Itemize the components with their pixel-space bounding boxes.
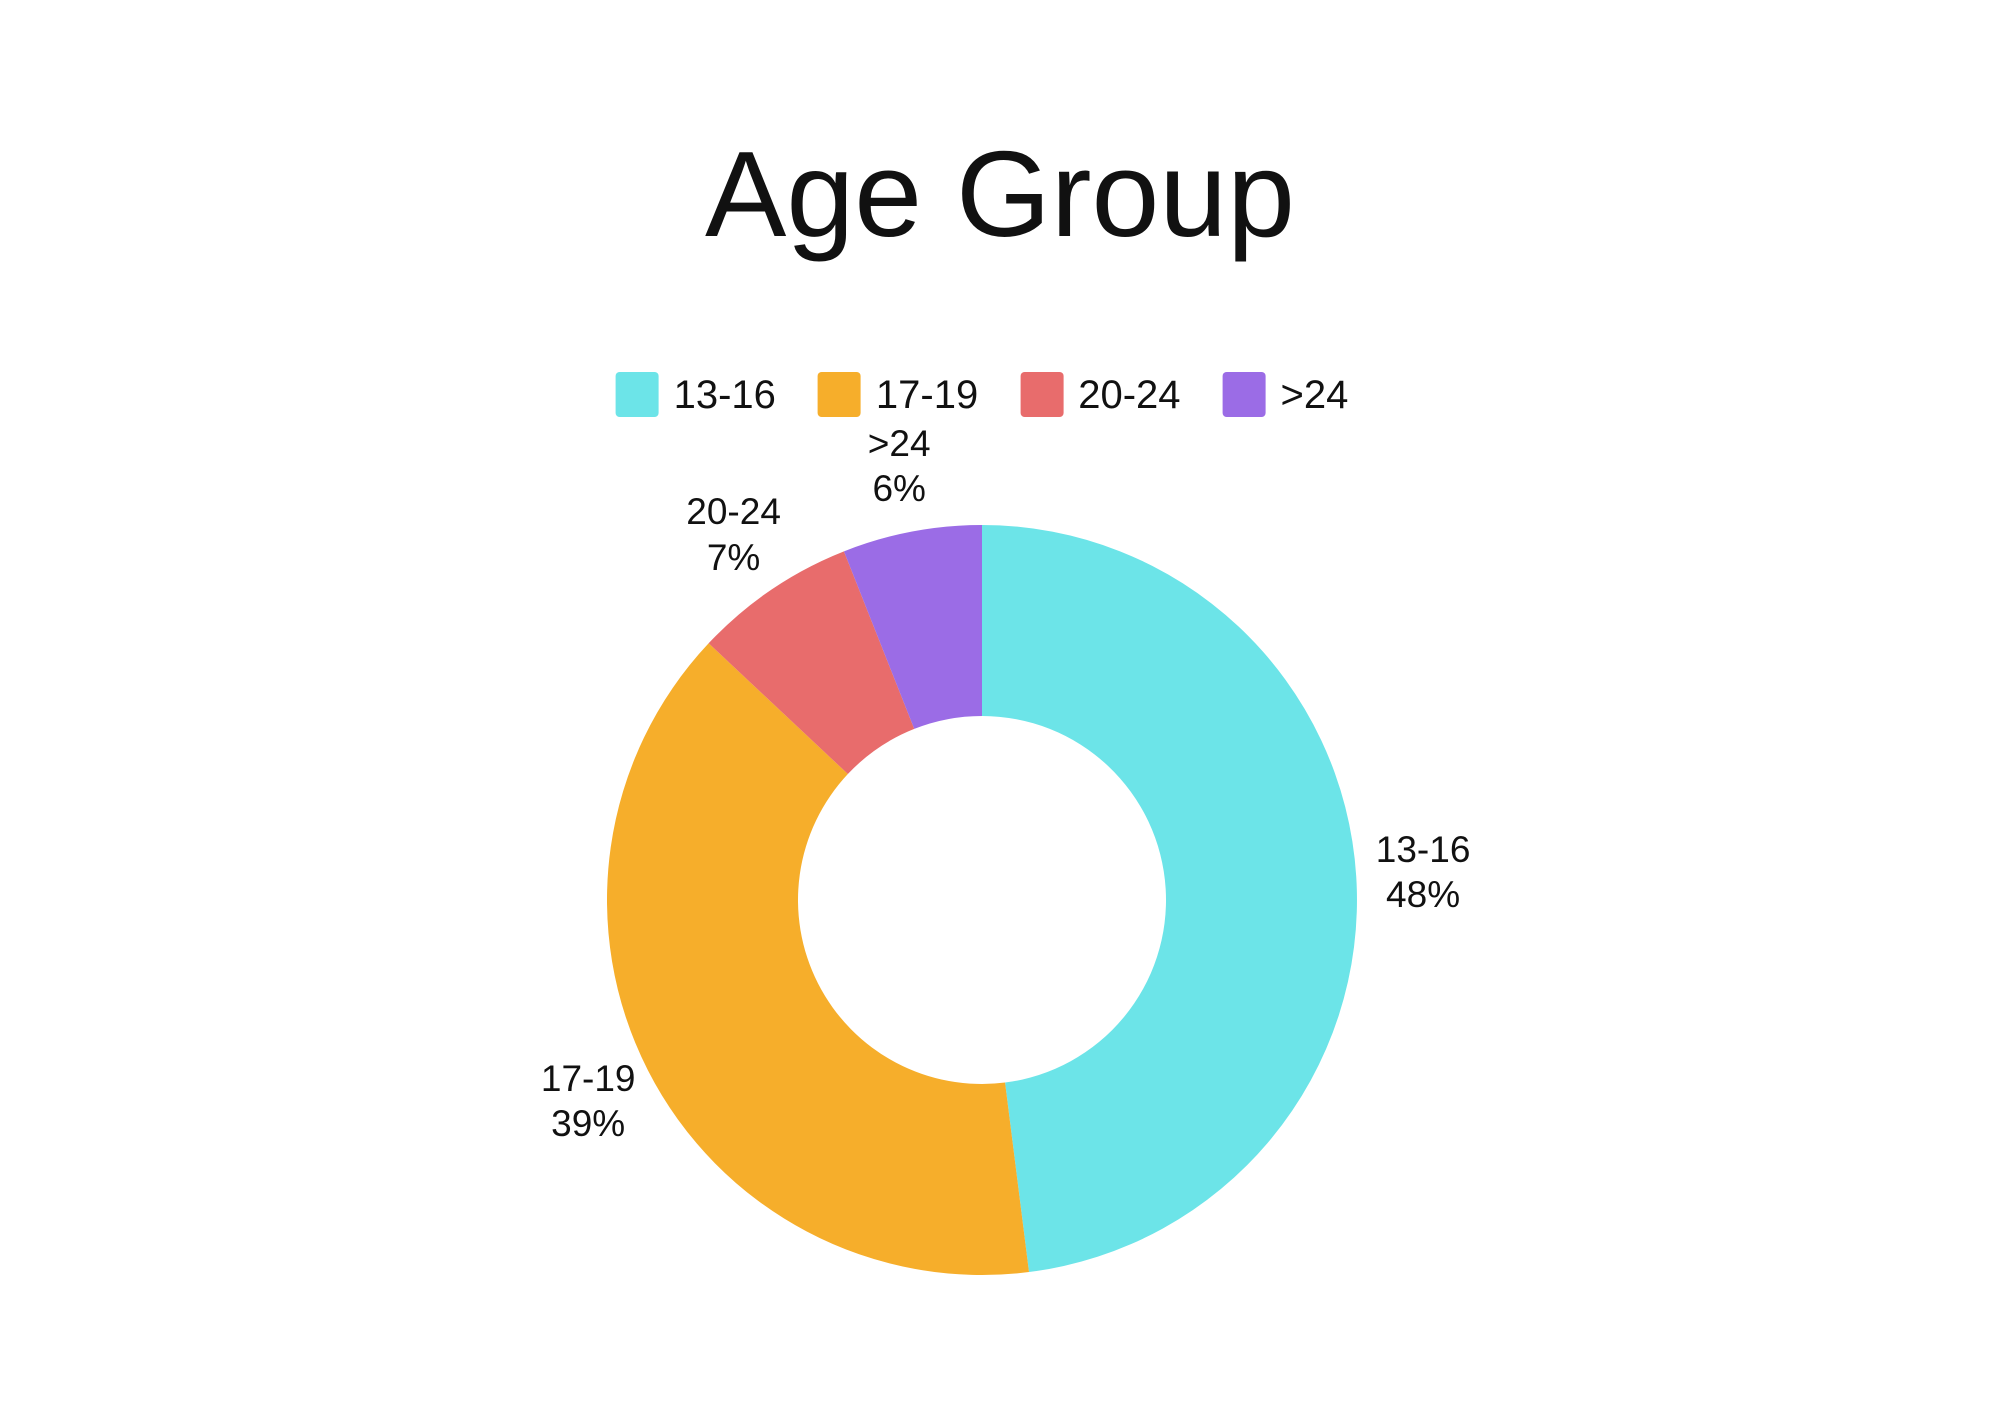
- legend-label: >24: [1280, 372, 1349, 417]
- legend-label: 13-16: [673, 372, 776, 417]
- legend-swatch-17-19: [817, 372, 861, 417]
- legend-swatch-20-24: [1020, 372, 1064, 417]
- legend: 13-16 17-19 20-24 >24: [615, 372, 1349, 417]
- legend-label: 20-24: [1078, 372, 1181, 417]
- legend-item-20-24: 20-24: [1020, 372, 1181, 417]
- legend-item-over-24: >24: [1222, 372, 1349, 417]
- legend-swatch-over-24: [1222, 372, 1266, 417]
- legend-label: 17-19: [875, 372, 979, 417]
- donut-slice-17-19: [607, 643, 1029, 1275]
- donut-slice-13-16: [982, 525, 1357, 1273]
- legend-item-13-16: 13-16: [615, 372, 776, 417]
- slice-label-20-24: 20-24 7%: [686, 491, 781, 578]
- chart-title: Age Group: [704, 126, 1296, 262]
- slice-label-17-19: 17-19 39%: [540, 1057, 636, 1144]
- legend-item-17-19: 17-19: [817, 372, 979, 417]
- donut-slice-20-24: [708, 551, 915, 775]
- donut-slice--24: [843, 525, 982, 729]
- legend-swatch-13-16: [615, 372, 659, 417]
- slice-label-13-16: 13-16 48%: [1375, 829, 1471, 916]
- slice-label--24: >24 6%: [867, 422, 931, 509]
